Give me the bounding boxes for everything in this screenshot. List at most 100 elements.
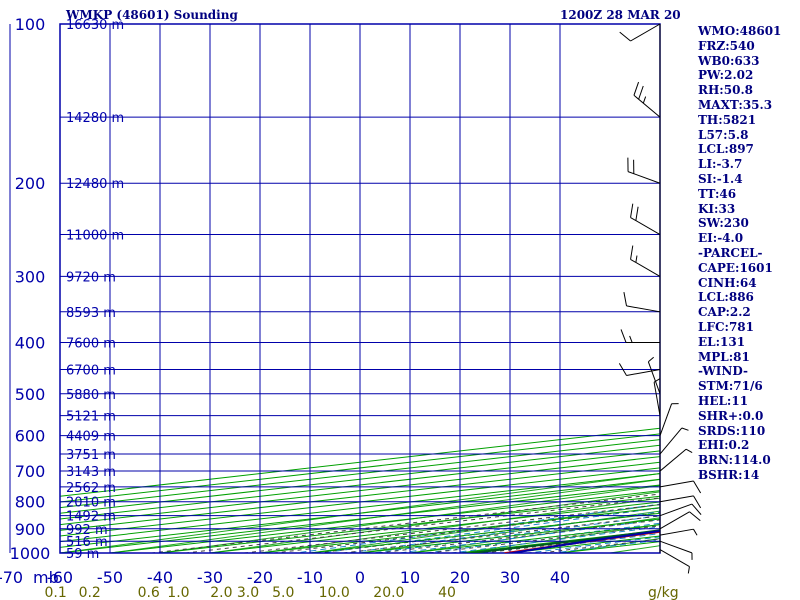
pressure-tick-label: 700 (15, 462, 46, 481)
index-item: SHR+:0.0 (698, 408, 764, 423)
index-item: MPL:81 (698, 349, 750, 364)
wind-barb (647, 361, 661, 394)
mixing-ratio-label: 20.0 (373, 585, 404, 600)
mixing-ratio-label: 40 (438, 585, 456, 600)
index-item: CINH:64 (698, 275, 757, 290)
wind-barb (659, 511, 690, 530)
dry-adiabat (156, 485, 660, 553)
mixing-ratio-label: 2.0 (210, 585, 232, 600)
wind-barb-flag (629, 335, 633, 343)
pressure-tick-label: 400 (15, 333, 46, 352)
temp-tick-label: 10 (400, 568, 420, 587)
temp-tick-label: -60 (47, 568, 73, 587)
mixing-ratio-label: 0.2 (79, 585, 101, 600)
wind-barb-flag (635, 255, 638, 263)
temp-tick-label: -40 (147, 568, 173, 587)
index-item: RH:50.8 (698, 83, 753, 98)
temp-tick-label: -10 (297, 568, 323, 587)
dry-adiabat (787, 24, 800, 564)
wind-barb-flag (687, 566, 690, 574)
wind-barb (626, 369, 661, 376)
wind-barb-flag (638, 85, 644, 100)
wind-barb (659, 528, 694, 536)
index-item: MAXT:35.3 (698, 97, 773, 112)
index-item: TT:46 (698, 186, 737, 201)
index-item: SRDS:110 (698, 423, 766, 438)
wind-barb (630, 217, 661, 235)
isotherm (60, 433, 660, 503)
pressure-tick-label: 900 (15, 520, 46, 539)
wind-barb-flag (691, 503, 702, 515)
index-item: -PARCEL- (698, 245, 763, 260)
height-label: 16630 m (66, 18, 124, 33)
height-label: 11000 m (66, 229, 124, 244)
dry-adiabat (206, 491, 660, 553)
isotherm (60, 478, 660, 548)
isotherm (109, 490, 660, 553)
index-item: LCL:886 (698, 290, 754, 305)
mixing-ratio-line (181, 497, 660, 553)
index-item: L57:5.8 (698, 127, 749, 142)
index-item: LI:-3.7 (698, 157, 743, 172)
indices-list: WMO:48601 FRZ:540 WB0:633 PW:2.02 RH:50.8 MAX… (698, 24, 781, 483)
station-title: WMKP (48601) Sounding (66, 8, 238, 22)
isotherm (60, 467, 660, 537)
wind-barb (626, 305, 661, 313)
wind-barb-flag (642, 96, 647, 104)
wind-barb (659, 540, 693, 554)
temp-tick-label: -20 (247, 568, 273, 587)
wind-barb-flag (623, 292, 628, 307)
height-label: 2562 m (66, 481, 116, 496)
height-label: 7600 m (66, 336, 116, 351)
index-item: BSHR:14 (698, 467, 760, 482)
dry-adiabat (406, 517, 660, 553)
index-item: CAPE:1601 (698, 260, 773, 275)
wind-barb (659, 495, 694, 503)
observation-time: 1200Z 28 MAR 20 (560, 8, 681, 22)
height-label: 992 m (66, 523, 108, 538)
index-item: WMO:48601 (698, 24, 782, 38)
index-item: PW:2.02 (698, 68, 754, 83)
wind-barb (659, 480, 694, 488)
wind-barb (630, 258, 661, 277)
wind-barb-flag (681, 427, 689, 431)
mixing-ratio-label: 0.6 (138, 585, 160, 600)
wind-barb (659, 448, 687, 472)
mixing-ratio-label: 10.0 (319, 585, 350, 600)
wind-barb (653, 382, 661, 416)
pressure-tick-label: 500 (15, 385, 46, 404)
isotherm (60, 461, 660, 531)
pressure-tick-label: 800 (15, 493, 46, 512)
temp-tick-label: 30 (500, 568, 520, 587)
wind-barb-flag (693, 495, 702, 509)
index-item: STM:71/6 (698, 379, 763, 394)
pressure-tick-label: 1000 (10, 544, 51, 563)
index-item: LFC:781 (698, 319, 754, 334)
mixing-ratio-label: 1.0 (167, 585, 189, 600)
height-label: 516 m (66, 535, 108, 550)
dry-adiabat (106, 479, 660, 553)
wind-barb-flag (619, 31, 631, 42)
index-item: TH:5821 (698, 112, 757, 127)
wind-barb-flag (685, 448, 693, 454)
mixing-ratio-label: 5.0 (272, 585, 294, 600)
wind-barb (659, 403, 673, 436)
mixing-ratio-label: 3.0 (237, 585, 259, 600)
mixing-ratio-label: 0.1 (44, 585, 66, 600)
index-item: EHI:0.2 (698, 438, 750, 453)
wind-barb-flag (618, 363, 627, 376)
temp-tick-label: 40 (550, 568, 570, 587)
temp-tick-label: 20 (450, 568, 470, 587)
index-item: -WIND- (698, 364, 748, 379)
height-label: 14280 m (66, 111, 124, 126)
wind-barb (659, 549, 690, 567)
height-label: 1492 m (66, 510, 116, 525)
wind-barb-flag (633, 81, 640, 96)
isotherm (60, 444, 660, 514)
height-label: 8593 m (66, 306, 116, 321)
index-item: SI:-1.4 (698, 171, 743, 186)
pressure-tick-label: 200 (15, 174, 46, 193)
index-item: WB0:633 (698, 53, 760, 68)
height-label: 5121 m (66, 410, 116, 425)
index-item: KI:33 (698, 201, 736, 216)
